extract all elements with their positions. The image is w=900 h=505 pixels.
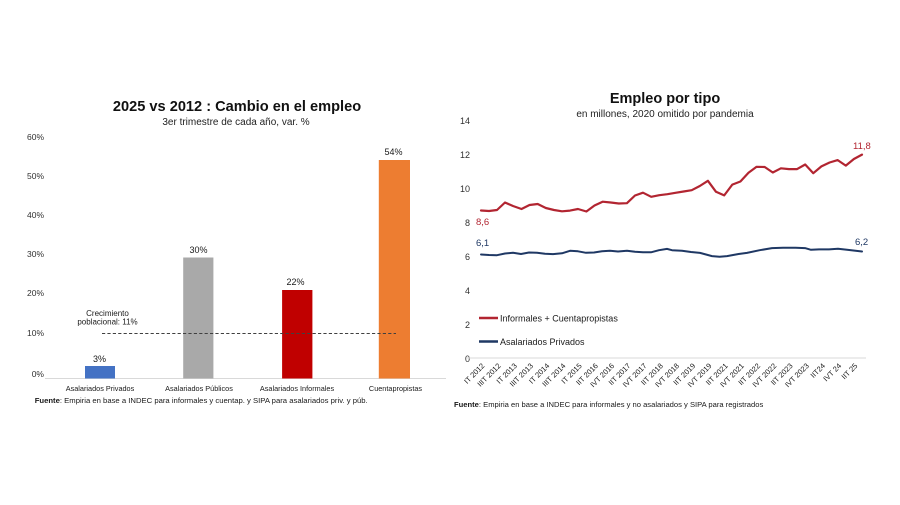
svg-text:Asalariados Privados: Asalariados Privados: [500, 337, 585, 347]
svg-text:10: 10: [460, 184, 470, 194]
svg-text:Cuentapropistas: Cuentapropistas: [369, 384, 422, 393]
svg-text:2025 vs 2012 : Cambio en el em: 2025 vs 2012 : Cambio en el empleo: [113, 99, 361, 115]
svg-text:30%: 30%: [27, 249, 44, 259]
svg-text:Fuente: Empiria en base a INDE: Fuente: Empiria en base a INDEC para inf…: [35, 396, 368, 405]
svg-text:12: 12: [460, 150, 470, 160]
svg-text:8: 8: [465, 218, 470, 228]
svg-text:54%: 54%: [384, 147, 402, 157]
svg-text:14: 14: [460, 116, 470, 126]
svg-text:en millones, 2020 omitido por: en millones, 2020 omitido por pandemia: [576, 109, 754, 120]
svg-text:6: 6: [465, 252, 470, 262]
svg-text:3%: 3%: [93, 354, 106, 364]
svg-text:Fuente: Empiria en base a INDE: Fuente: Empiria en base a INDEC para inf…: [454, 400, 763, 409]
svg-text:Informales + Cuentapropistas: Informales + Cuentapropistas: [500, 314, 618, 324]
svg-text:30%: 30%: [189, 245, 207, 255]
svg-text:0%: 0%: [32, 369, 45, 379]
svg-text:4: 4: [465, 286, 470, 296]
svg-text:Crecimiento: Crecimiento: [86, 309, 129, 318]
svg-text:0: 0: [465, 354, 470, 364]
svg-text:6,1: 6,1: [476, 238, 489, 249]
svg-text:8,6: 8,6: [476, 217, 489, 228]
svg-text:20%: 20%: [27, 288, 44, 298]
svg-text:poblacional: 11%: poblacional: 11%: [77, 318, 137, 327]
svg-text:40%: 40%: [27, 210, 44, 220]
svg-text:60%: 60%: [27, 132, 44, 142]
svg-text:50%: 50%: [27, 171, 44, 181]
svg-text:Empleo por tipo: Empleo por tipo: [610, 91, 721, 107]
svg-text:10%: 10%: [27, 328, 44, 338]
svg-text:2: 2: [465, 320, 470, 330]
svg-text:6,2: 6,2: [855, 237, 868, 248]
svg-text:Asalariados Informales: Asalariados Informales: [260, 384, 335, 393]
svg-text:3er trimestre de cada año, var: 3er trimestre de cada año, var. %: [162, 117, 309, 128]
svg-text:11,8: 11,8: [853, 141, 871, 152]
svg-text:22%: 22%: [286, 277, 304, 287]
svg-text:Asalariados Públicos: Asalariados Públicos: [165, 384, 233, 393]
svg-text:Asalariados Privados: Asalariados Privados: [66, 384, 135, 393]
